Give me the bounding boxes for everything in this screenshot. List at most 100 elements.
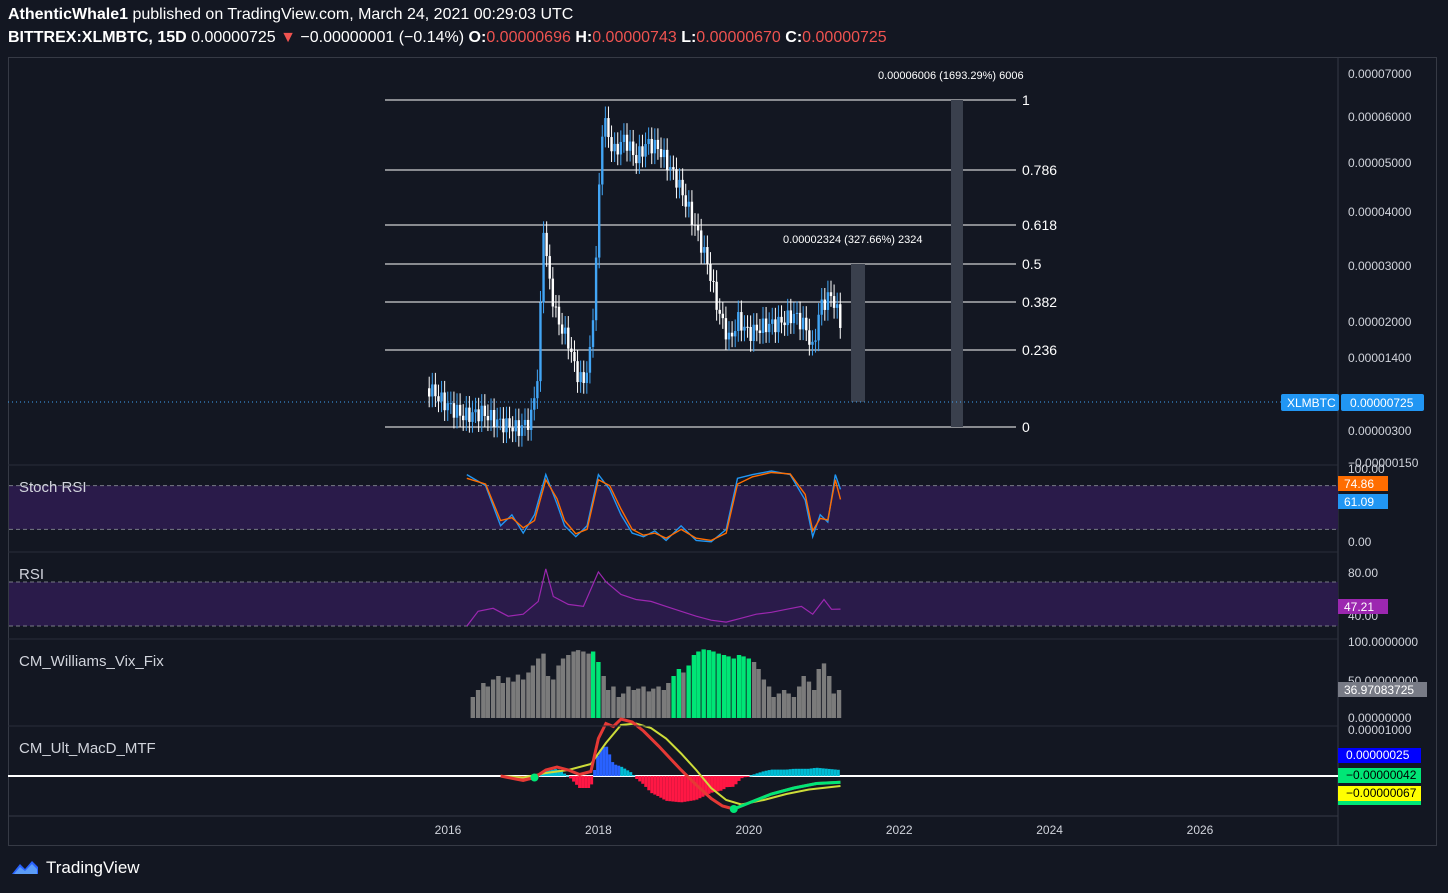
macd-value: 0.00000025 [1346, 748, 1410, 762]
macd-histogram-bar [740, 776, 744, 779]
macd-histogram-bar [830, 769, 834, 776]
fib-level-label: 0.5 [1022, 256, 1042, 272]
price-tick-label: 0.00001400 [1348, 351, 1412, 365]
publish-header: AthenticWhale1 published on TradingView.… [8, 6, 573, 24]
stoch-d-line[interactable] [466, 471, 842, 542]
chart-area[interactable]: 0.00007000 0.00006000 0.00005000 0.00004000… [8, 57, 1437, 846]
symbol-price-tag [1281, 394, 1339, 411]
macd-tick-label: 0.00001000 [1348, 723, 1412, 737]
candle-body [511, 427, 514, 432]
candle-body [665, 149, 669, 170]
ult-macd-pane[interactable]: CM_Ult_MacD_MTF 0.00001000 0.00000025 −0.00… [8, 717, 1421, 813]
measure-range-small[interactable] [851, 264, 865, 402]
stoch-k-value: 61.09 [1344, 495, 1374, 509]
low-label: L: [681, 29, 697, 46]
macd-value-tag [1338, 786, 1421, 801]
measure-range-large[interactable] [951, 100, 963, 427]
time-axis: 2016 2018 2020 2022 2024 2026 [435, 823, 1214, 837]
candle-body [724, 318, 728, 340]
macd-value-tag [1338, 748, 1421, 763]
vix-bar [621, 693, 626, 718]
candle-body [628, 141, 632, 151]
macd-histogram-bar [836, 769, 840, 776]
macd-histogram-bar [596, 755, 600, 776]
macd-histogram-bar [752, 774, 756, 776]
vix-bar [801, 676, 806, 718]
candle-body [468, 407, 471, 422]
footer-brand[interactable]: TradingView [10, 858, 140, 878]
vix-bar [661, 690, 667, 718]
author-name[interactable]: AthenticWhale1 [8, 6, 129, 23]
vix-bar [646, 691, 651, 718]
candle-body [817, 314, 820, 341]
candle-body [455, 404, 459, 418]
vix-bar [751, 662, 757, 718]
candle-body [737, 312, 740, 332]
vix-bar [676, 669, 682, 718]
macd-histogram-bar [731, 776, 735, 787]
candle-body [835, 304, 839, 308]
vix-bar [500, 683, 506, 718]
macd-histogram-bar [806, 768, 810, 776]
vix-bar [686, 665, 691, 718]
macd-histogram-bar [656, 776, 660, 797]
candle-body [672, 167, 675, 170]
candle-body [798, 312, 802, 330]
candle-body [764, 318, 768, 333]
stoch-d-value: 74.86 [1344, 477, 1374, 491]
candle-body [526, 419, 530, 430]
vix-bar [726, 656, 731, 718]
rsi-value: 47.21 [1344, 600, 1374, 614]
vix-bar [671, 676, 676, 718]
macd-histogram-bar [668, 776, 672, 802]
macd-histogram-bar [557, 769, 561, 776]
candle-body [706, 247, 709, 264]
candle-body [443, 392, 446, 411]
vix-bar [711, 651, 716, 718]
rsi-band [9, 582, 1338, 626]
ohlc-header: BITTREX:XLMBTC, 15D 0.00000725 ▼ −0.0000… [8, 29, 887, 47]
rsi-line[interactable] [466, 568, 841, 627]
vix-bar [716, 653, 721, 718]
macd-histogram-bar [710, 776, 714, 793]
last-price-tag [1341, 394, 1424, 411]
stoch-tick-label: 0.00 [1348, 535, 1372, 549]
williams-vix-fix-pane[interactable]: CM_Williams_Vix_Fix100.000000050.0000000… [19, 635, 1427, 725]
stoch-d-value-tag [1338, 476, 1388, 491]
vix-bar [776, 693, 782, 718]
macd-histogram-bar [647, 776, 651, 791]
vix-bar [616, 697, 621, 718]
candle-body [539, 302, 542, 382]
rsi-tick-label: 80.00 [1348, 566, 1378, 580]
vix-bar [556, 665, 561, 718]
candle-body [517, 420, 521, 436]
vix-bar [651, 688, 656, 718]
candle-body [483, 405, 487, 416]
vix-bar [545, 676, 551, 718]
macd-histogram-bar [779, 769, 783, 776]
macd-line-rising[interactable] [733, 780, 841, 811]
candle-body [777, 316, 780, 333]
macd-histogram-bar [821, 768, 825, 776]
main-price-pane[interactable]: 0.00007000 0.00006000 0.00005000 0.00004000… [8, 67, 1424, 470]
candle-body [585, 372, 589, 383]
candle-body [805, 317, 808, 331]
macd-histogram-bar [665, 776, 669, 801]
vix-bar [470, 697, 476, 718]
candle-body [428, 388, 431, 397]
candle-body [607, 118, 610, 138]
fib-level-label: 1 [1022, 92, 1030, 108]
candle-body [458, 404, 462, 416]
macd-histogram-bar [614, 764, 618, 776]
time-tick-label: 2020 [735, 823, 762, 837]
macd-histogram-bar [728, 776, 732, 787]
candle-body [576, 361, 579, 383]
vix-bar [791, 697, 797, 718]
vix-bar [666, 683, 671, 718]
macd-histogram-bar [791, 768, 795, 776]
macd-histogram-bar [761, 771, 765, 776]
candle-body [743, 326, 746, 331]
macd-histogram-bar [695, 776, 699, 800]
